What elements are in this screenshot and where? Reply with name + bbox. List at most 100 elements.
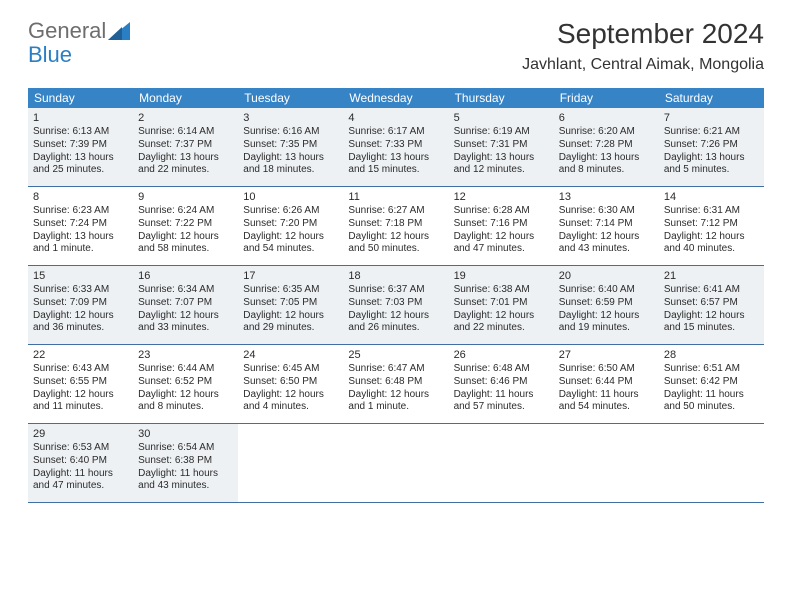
daylight-text: Daylight: 12 hours and 29 minutes.	[243, 310, 338, 336]
day-number: 28	[664, 348, 759, 362]
daylight-text: Daylight: 12 hours and 50 minutes.	[348, 231, 443, 257]
daylight-text: Daylight: 12 hours and 4 minutes.	[243, 389, 338, 415]
daylight-text: Daylight: 13 hours and 1 minute.	[33, 231, 128, 257]
sunset-text: Sunset: 7:22 PM	[138, 218, 233, 231]
day-cell: 15Sunrise: 6:33 AMSunset: 7:09 PMDayligh…	[28, 266, 133, 344]
sunrise-text: Sunrise: 6:16 AM	[243, 126, 338, 139]
sunrise-text: Sunrise: 6:19 AM	[454, 126, 549, 139]
sunset-text: Sunset: 7:33 PM	[348, 139, 443, 152]
week-row: 1Sunrise: 6:13 AMSunset: 7:39 PMDaylight…	[28, 108, 764, 187]
day-of-week-header: SundayMondayTuesdayWednesdayThursdayFrid…	[28, 88, 764, 108]
day-cell: 18Sunrise: 6:37 AMSunset: 7:03 PMDayligh…	[343, 266, 448, 344]
day-number: 25	[348, 348, 443, 362]
sunrise-text: Sunrise: 6:27 AM	[348, 205, 443, 218]
daylight-text: Daylight: 12 hours and 8 minutes.	[138, 389, 233, 415]
daylight-text: Daylight: 13 hours and 8 minutes.	[559, 152, 654, 178]
day-cell: 7Sunrise: 6:21 AMSunset: 7:26 PMDaylight…	[659, 108, 764, 186]
sunset-text: Sunset: 7:26 PM	[664, 139, 759, 152]
sunset-text: Sunset: 7:28 PM	[559, 139, 654, 152]
day-number: 12	[454, 190, 549, 204]
weeks-container: 1Sunrise: 6:13 AMSunset: 7:39 PMDaylight…	[28, 108, 764, 503]
sunset-text: Sunset: 7:37 PM	[138, 139, 233, 152]
day-number: 15	[33, 269, 128, 283]
sunset-text: Sunset: 7:09 PM	[33, 297, 128, 310]
day-cell: 8Sunrise: 6:23 AMSunset: 7:24 PMDaylight…	[28, 187, 133, 265]
sunrise-text: Sunrise: 6:23 AM	[33, 205, 128, 218]
sunrise-text: Sunrise: 6:14 AM	[138, 126, 233, 139]
logo-word1: General	[28, 18, 106, 44]
sunrise-text: Sunrise: 6:45 AM	[243, 363, 338, 376]
day-cell: 29Sunrise: 6:53 AMSunset: 6:40 PMDayligh…	[28, 424, 133, 502]
daylight-text: Daylight: 11 hours and 54 minutes.	[559, 389, 654, 415]
day-cell: 6Sunrise: 6:20 AMSunset: 7:28 PMDaylight…	[554, 108, 659, 186]
sunset-text: Sunset: 7:12 PM	[664, 218, 759, 231]
sunset-text: Sunset: 7:18 PM	[348, 218, 443, 231]
header: General September 2024 Javhlant, Central…	[0, 0, 792, 78]
day-number: 19	[454, 269, 549, 283]
day-number: 13	[559, 190, 654, 204]
day-cell: 26Sunrise: 6:48 AMSunset: 6:46 PMDayligh…	[449, 345, 554, 423]
day-number: 27	[559, 348, 654, 362]
sunrise-text: Sunrise: 6:53 AM	[33, 442, 128, 455]
dow-sunday: Sunday	[28, 88, 133, 108]
sunset-text: Sunset: 6:46 PM	[454, 376, 549, 389]
daylight-text: Daylight: 12 hours and 33 minutes.	[138, 310, 233, 336]
day-cell: 16Sunrise: 6:34 AMSunset: 7:07 PMDayligh…	[133, 266, 238, 344]
day-number: 8	[33, 190, 128, 204]
day-number: 3	[243, 111, 338, 125]
dow-saturday: Saturday	[659, 88, 764, 108]
sunrise-text: Sunrise: 6:54 AM	[138, 442, 233, 455]
day-empty	[238, 424, 343, 502]
daylight-text: Daylight: 12 hours and 40 minutes.	[664, 231, 759, 257]
sunrise-text: Sunrise: 6:44 AM	[138, 363, 233, 376]
sunrise-text: Sunrise: 6:41 AM	[664, 284, 759, 297]
sunset-text: Sunset: 7:14 PM	[559, 218, 654, 231]
daylight-text: Daylight: 12 hours and 11 minutes.	[33, 389, 128, 415]
day-cell: 2Sunrise: 6:14 AMSunset: 7:37 PMDaylight…	[133, 108, 238, 186]
daylight-text: Daylight: 13 hours and 25 minutes.	[33, 152, 128, 178]
sunset-text: Sunset: 7:20 PM	[243, 218, 338, 231]
sunset-text: Sunset: 6:42 PM	[664, 376, 759, 389]
daylight-text: Daylight: 13 hours and 12 minutes.	[454, 152, 549, 178]
sunrise-text: Sunrise: 6:40 AM	[559, 284, 654, 297]
sunset-text: Sunset: 6:57 PM	[664, 297, 759, 310]
day-cell: 12Sunrise: 6:28 AMSunset: 7:16 PMDayligh…	[449, 187, 554, 265]
day-cell: 30Sunrise: 6:54 AMSunset: 6:38 PMDayligh…	[133, 424, 238, 502]
sunrise-text: Sunrise: 6:26 AM	[243, 205, 338, 218]
day-cell: 27Sunrise: 6:50 AMSunset: 6:44 PMDayligh…	[554, 345, 659, 423]
dow-tuesday: Tuesday	[238, 88, 343, 108]
sunrise-text: Sunrise: 6:17 AM	[348, 126, 443, 139]
day-cell: 28Sunrise: 6:51 AMSunset: 6:42 PMDayligh…	[659, 345, 764, 423]
sunrise-text: Sunrise: 6:28 AM	[454, 205, 549, 218]
daylight-text: Daylight: 13 hours and 22 minutes.	[138, 152, 233, 178]
day-number: 11	[348, 190, 443, 204]
day-cell: 11Sunrise: 6:27 AMSunset: 7:18 PMDayligh…	[343, 187, 448, 265]
logo: General	[28, 18, 130, 44]
daylight-text: Daylight: 12 hours and 54 minutes.	[243, 231, 338, 257]
day-cell: 13Sunrise: 6:30 AMSunset: 7:14 PMDayligh…	[554, 187, 659, 265]
day-cell: 9Sunrise: 6:24 AMSunset: 7:22 PMDaylight…	[133, 187, 238, 265]
daylight-text: Daylight: 13 hours and 18 minutes.	[243, 152, 338, 178]
day-number: 7	[664, 111, 759, 125]
sunrise-text: Sunrise: 6:43 AM	[33, 363, 128, 376]
dow-thursday: Thursday	[449, 88, 554, 108]
day-number: 6	[559, 111, 654, 125]
day-number: 2	[138, 111, 233, 125]
logo-sail-icon	[108, 22, 130, 40]
sunset-text: Sunset: 6:40 PM	[33, 455, 128, 468]
daylight-text: Daylight: 12 hours and 26 minutes.	[348, 310, 443, 336]
sunrise-text: Sunrise: 6:33 AM	[33, 284, 128, 297]
day-cell: 22Sunrise: 6:43 AMSunset: 6:55 PMDayligh…	[28, 345, 133, 423]
sunrise-text: Sunrise: 6:51 AM	[664, 363, 759, 376]
daylight-text: Daylight: 12 hours and 19 minutes.	[559, 310, 654, 336]
day-number: 21	[664, 269, 759, 283]
day-cell: 4Sunrise: 6:17 AMSunset: 7:33 PMDaylight…	[343, 108, 448, 186]
day-cell: 17Sunrise: 6:35 AMSunset: 7:05 PMDayligh…	[238, 266, 343, 344]
sunset-text: Sunset: 7:35 PM	[243, 139, 338, 152]
day-number: 22	[33, 348, 128, 362]
sunrise-text: Sunrise: 6:38 AM	[454, 284, 549, 297]
day-number: 9	[138, 190, 233, 204]
day-cell: 19Sunrise: 6:38 AMSunset: 7:01 PMDayligh…	[449, 266, 554, 344]
month-title: September 2024	[522, 18, 764, 50]
sunset-text: Sunset: 6:50 PM	[243, 376, 338, 389]
